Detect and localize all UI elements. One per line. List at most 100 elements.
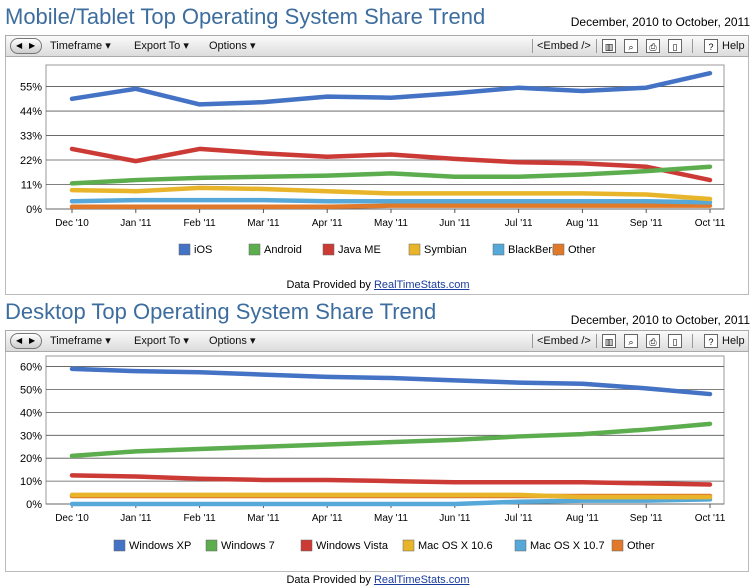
legend-label: BlackBerry (508, 244, 562, 256)
x-tick-label: Dec '10 (55, 513, 89, 524)
options-label: Options (209, 40, 247, 52)
y-tick-label: 60% (20, 362, 42, 374)
legend-swatch (402, 539, 415, 552)
y-tick-label: 22% (20, 155, 42, 167)
page-icon[interactable]: ▯ (668, 39, 682, 53)
chevron-down-icon: ▾ (183, 335, 189, 347)
chart1-export-menu[interactable]: Export To ▾ (134, 36, 189, 56)
series-line-symbian (69, 185, 713, 202)
toolbar-divider (532, 334, 533, 348)
credit-link[interactable]: RealTimeStats.com (373, 279, 470, 291)
chart1-help-button[interactable]: Help (722, 40, 745, 52)
chart2-export-menu[interactable]: Export To ▾ (134, 331, 189, 351)
chart1-title: Mobile/Tablet Top Operating System Share… (5, 4, 486, 29)
chart1-svg: 0% 11% 22% 33% 44% 55% Dec '10 Jan '11 Feb '11 Ma… (20, 64, 726, 256)
chart2-nav-arrows[interactable]: ◀ ▶ (10, 333, 42, 349)
x-tick-label: Jul '11 (505, 218, 533, 229)
x-tick-label: Sep '11 (630, 513, 663, 524)
y-tick-label: 0% (26, 499, 42, 511)
chevron-down-icon: ▾ (105, 335, 111, 347)
legend-label: Windows XP (129, 540, 191, 552)
chart1-options-menu[interactable]: Options ▾ (209, 36, 256, 56)
chart2-timeframe-menu[interactable]: Timeframe ▾ (50, 331, 111, 351)
credit-link[interactable]: RealTimeStats.com (373, 574, 470, 586)
toolbar-divider (532, 39, 533, 53)
legend-label: Android (264, 244, 302, 256)
chart2-embed-button[interactable]: <Embed /> (537, 335, 591, 347)
x-tick-label: Mar '11 (247, 513, 280, 524)
legend-swatch (205, 539, 218, 552)
legend-label: iOS (194, 244, 212, 256)
toolbar-divider (692, 39, 693, 53)
chart2-toolbar: ◀ ▶ Timeframe ▾ Export To ▾ Options ▾ <Em… (5, 330, 749, 352)
x-tick-label: May '11 (374, 218, 408, 229)
zoom-icon[interactable]: ⌕ (624, 39, 638, 53)
options-label: Options (209, 335, 247, 347)
series-line-windows-vista (69, 473, 713, 487)
credit-prefix: Data Provided by (286, 574, 371, 586)
chevron-down-icon: ▾ (249, 40, 256, 52)
print-icon[interactable]: ⎙ (646, 334, 660, 348)
chart1-date-range: December, 2010 to October, 2011 (570, 15, 750, 29)
y-tick-label: 50% (20, 384, 42, 396)
zoom-icon[interactable]: ⌕ (624, 334, 638, 348)
x-tick-label: Jun '11 (439, 218, 471, 229)
chart1-toolbar: ◀ ▶ Timeframe ▾ Export To ▾ Options ▾ <Em… (5, 35, 749, 57)
export-label: Export To (134, 40, 181, 52)
page-icon[interactable]: ▯ (668, 334, 682, 348)
chart1-credit: Data Provided by RealTimeStats.com (0, 279, 756, 291)
print-icon[interactable]: ⎙ (646, 39, 660, 53)
chevron-down-icon: ▾ (249, 335, 256, 347)
x-tick-label: Oct '11 (695, 218, 726, 229)
x-tick-label: Feb '11 (183, 513, 216, 524)
toolbar-divider (596, 39, 597, 53)
legend-label: Java ME (338, 244, 381, 256)
timeframe-label: Timeframe (50, 335, 103, 347)
credit-prefix: Data Provided by (286, 279, 371, 291)
help-icon[interactable]: ? (704, 334, 718, 348)
columns-icon[interactable]: ▥ (602, 39, 616, 53)
y-tick-label: 10% (20, 476, 42, 488)
legend-swatch (113, 539, 126, 552)
columns-icon[interactable]: ▥ (602, 334, 616, 348)
series-line-windows-7 (69, 421, 713, 459)
legend-swatch (552, 243, 565, 256)
legend-label: Symbian (424, 244, 467, 256)
y-tick-label: 40% (20, 407, 42, 419)
legend-swatch (492, 243, 505, 256)
help-icon[interactable]: ? (704, 39, 718, 53)
y-tick-label: 55% (20, 82, 42, 94)
chart2-options-menu[interactable]: Options ▾ (209, 331, 256, 351)
legend-label: Mac OS X 10.7 (530, 540, 605, 552)
export-label: Export To (134, 335, 181, 347)
legend-swatch (408, 243, 421, 256)
y-tick-label: 0% (26, 204, 42, 216)
toolbar-divider (692, 334, 693, 348)
series-line-other (69, 203, 713, 210)
chevron-down-icon: ▾ (105, 40, 111, 52)
x-tick-label: Dec '10 (55, 218, 89, 229)
chart2-svg: 0% 10% 20% 30% 40% 50% 60% Dec '10 Jan '11 Feb '1… (20, 355, 726, 552)
x-tick-label: Oct '11 (695, 513, 726, 524)
chart1-embed-button[interactable]: <Embed /> (537, 40, 591, 52)
chart2-title: Desktop Top Operating System Share Trend (5, 299, 437, 324)
y-tick-label: 33% (20, 131, 42, 143)
x-tick-label: May '11 (374, 513, 408, 524)
legend-label: Windows 7 (221, 540, 275, 552)
x-tick-label: Jan '11 (120, 218, 152, 229)
x-tick-label: Jul '11 (505, 513, 533, 524)
chart1-timeframe-menu[interactable]: Timeframe ▾ (50, 36, 111, 56)
timeframe-label: Timeframe (50, 40, 103, 52)
x-tick-label: Aug '11 (566, 218, 599, 229)
series-line-mac-os-x-10-6 (69, 492, 713, 500)
series-line-android (69, 164, 713, 186)
legend-label: Other (568, 244, 596, 256)
chart1-nav-arrows[interactable]: ◀ ▶ (10, 38, 42, 54)
chart2-credit: Data Provided by RealTimeStats.com (0, 574, 756, 586)
series-line-ios (69, 70, 713, 107)
x-tick-label: Jan '11 (120, 513, 152, 524)
legend-label: Other (627, 540, 655, 552)
chart2-date-range: December, 2010 to October, 2011 (570, 313, 750, 327)
y-tick-label: 11% (21, 180, 42, 192)
chart2-help-button[interactable]: Help (722, 335, 745, 347)
